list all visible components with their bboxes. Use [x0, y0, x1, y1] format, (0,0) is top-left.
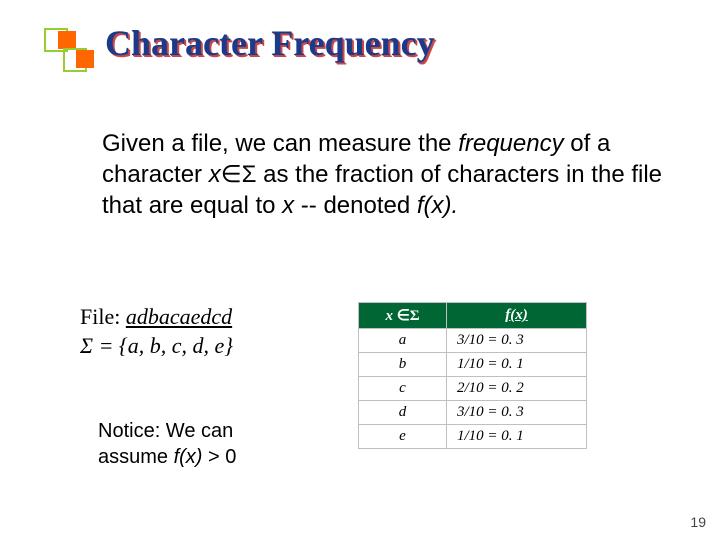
file-line1: File: adbacaedcd	[80, 303, 233, 332]
table-header-row: x ∈Σ f(x)	[359, 303, 587, 329]
file-block: File: adbacaedcd Σ = {a, b, c, d, e}	[80, 303, 233, 360]
table-header-fx: f(x)	[447, 303, 587, 329]
table-row: a3/10 = 0. 3	[359, 329, 587, 353]
body-x1: x	[209, 161, 221, 188]
frequency-table: x ∈Σ f(x) a3/10 = 0. 3 b1/10 = 0. 1 c2/1…	[358, 302, 587, 449]
file-content: adbacaedcd	[126, 304, 232, 329]
body-paragraph: Given a file, we can measure the frequen…	[102, 128, 662, 222]
file-label: File:	[80, 304, 126, 329]
th-sigma: ∈Σ	[397, 308, 420, 324]
cell-char: d	[359, 401, 447, 425]
slide-title: Character Frequency	[105, 22, 435, 64]
body-sigma1: ∈Σ	[221, 161, 257, 188]
table-row: b1/10 = 0. 1	[359, 353, 587, 377]
file-sigma: Σ = {a, b, c, d, e}	[80, 332, 233, 361]
cell-freq: 2/10 = 0. 2	[447, 377, 587, 401]
body-x2: x	[282, 192, 294, 219]
bullet-square-2	[76, 50, 94, 68]
body-t4: -- denoted	[294, 192, 417, 219]
table-row: c2/10 = 0. 2	[359, 377, 587, 401]
bullet-square-1	[58, 31, 76, 49]
notice-block: Notice: We can assume f(x) > 0	[98, 418, 236, 470]
cell-freq: 3/10 = 0. 3	[447, 329, 587, 353]
notice-line2: assume f(x) > 0	[98, 444, 236, 470]
cell-char: a	[359, 329, 447, 353]
table-row: e1/10 = 0. 1	[359, 425, 587, 449]
cell-char: c	[359, 377, 447, 401]
table-row: d3/10 = 0. 3	[359, 401, 587, 425]
body-t1: Given a file, we can measure the	[102, 130, 458, 157]
cell-freq: 1/10 = 0. 1	[447, 425, 587, 449]
notice-fx: f(x)	[174, 446, 203, 468]
table-header-x: x ∈Σ	[359, 303, 447, 329]
cell-freq: 1/10 = 0. 1	[447, 353, 587, 377]
page-number: 19	[690, 514, 706, 530]
cell-char: e	[359, 425, 447, 449]
cell-char: b	[359, 353, 447, 377]
th-x: x	[385, 308, 396, 324]
cell-freq: 3/10 = 0. 3	[447, 401, 587, 425]
notice-t2: > 0	[202, 446, 236, 468]
body-frequency: frequency	[458, 130, 563, 157]
notice-t1: assume	[98, 446, 174, 468]
notice-line1: Notice: We can	[98, 418, 236, 444]
body-fx: f(x).	[417, 192, 458, 219]
